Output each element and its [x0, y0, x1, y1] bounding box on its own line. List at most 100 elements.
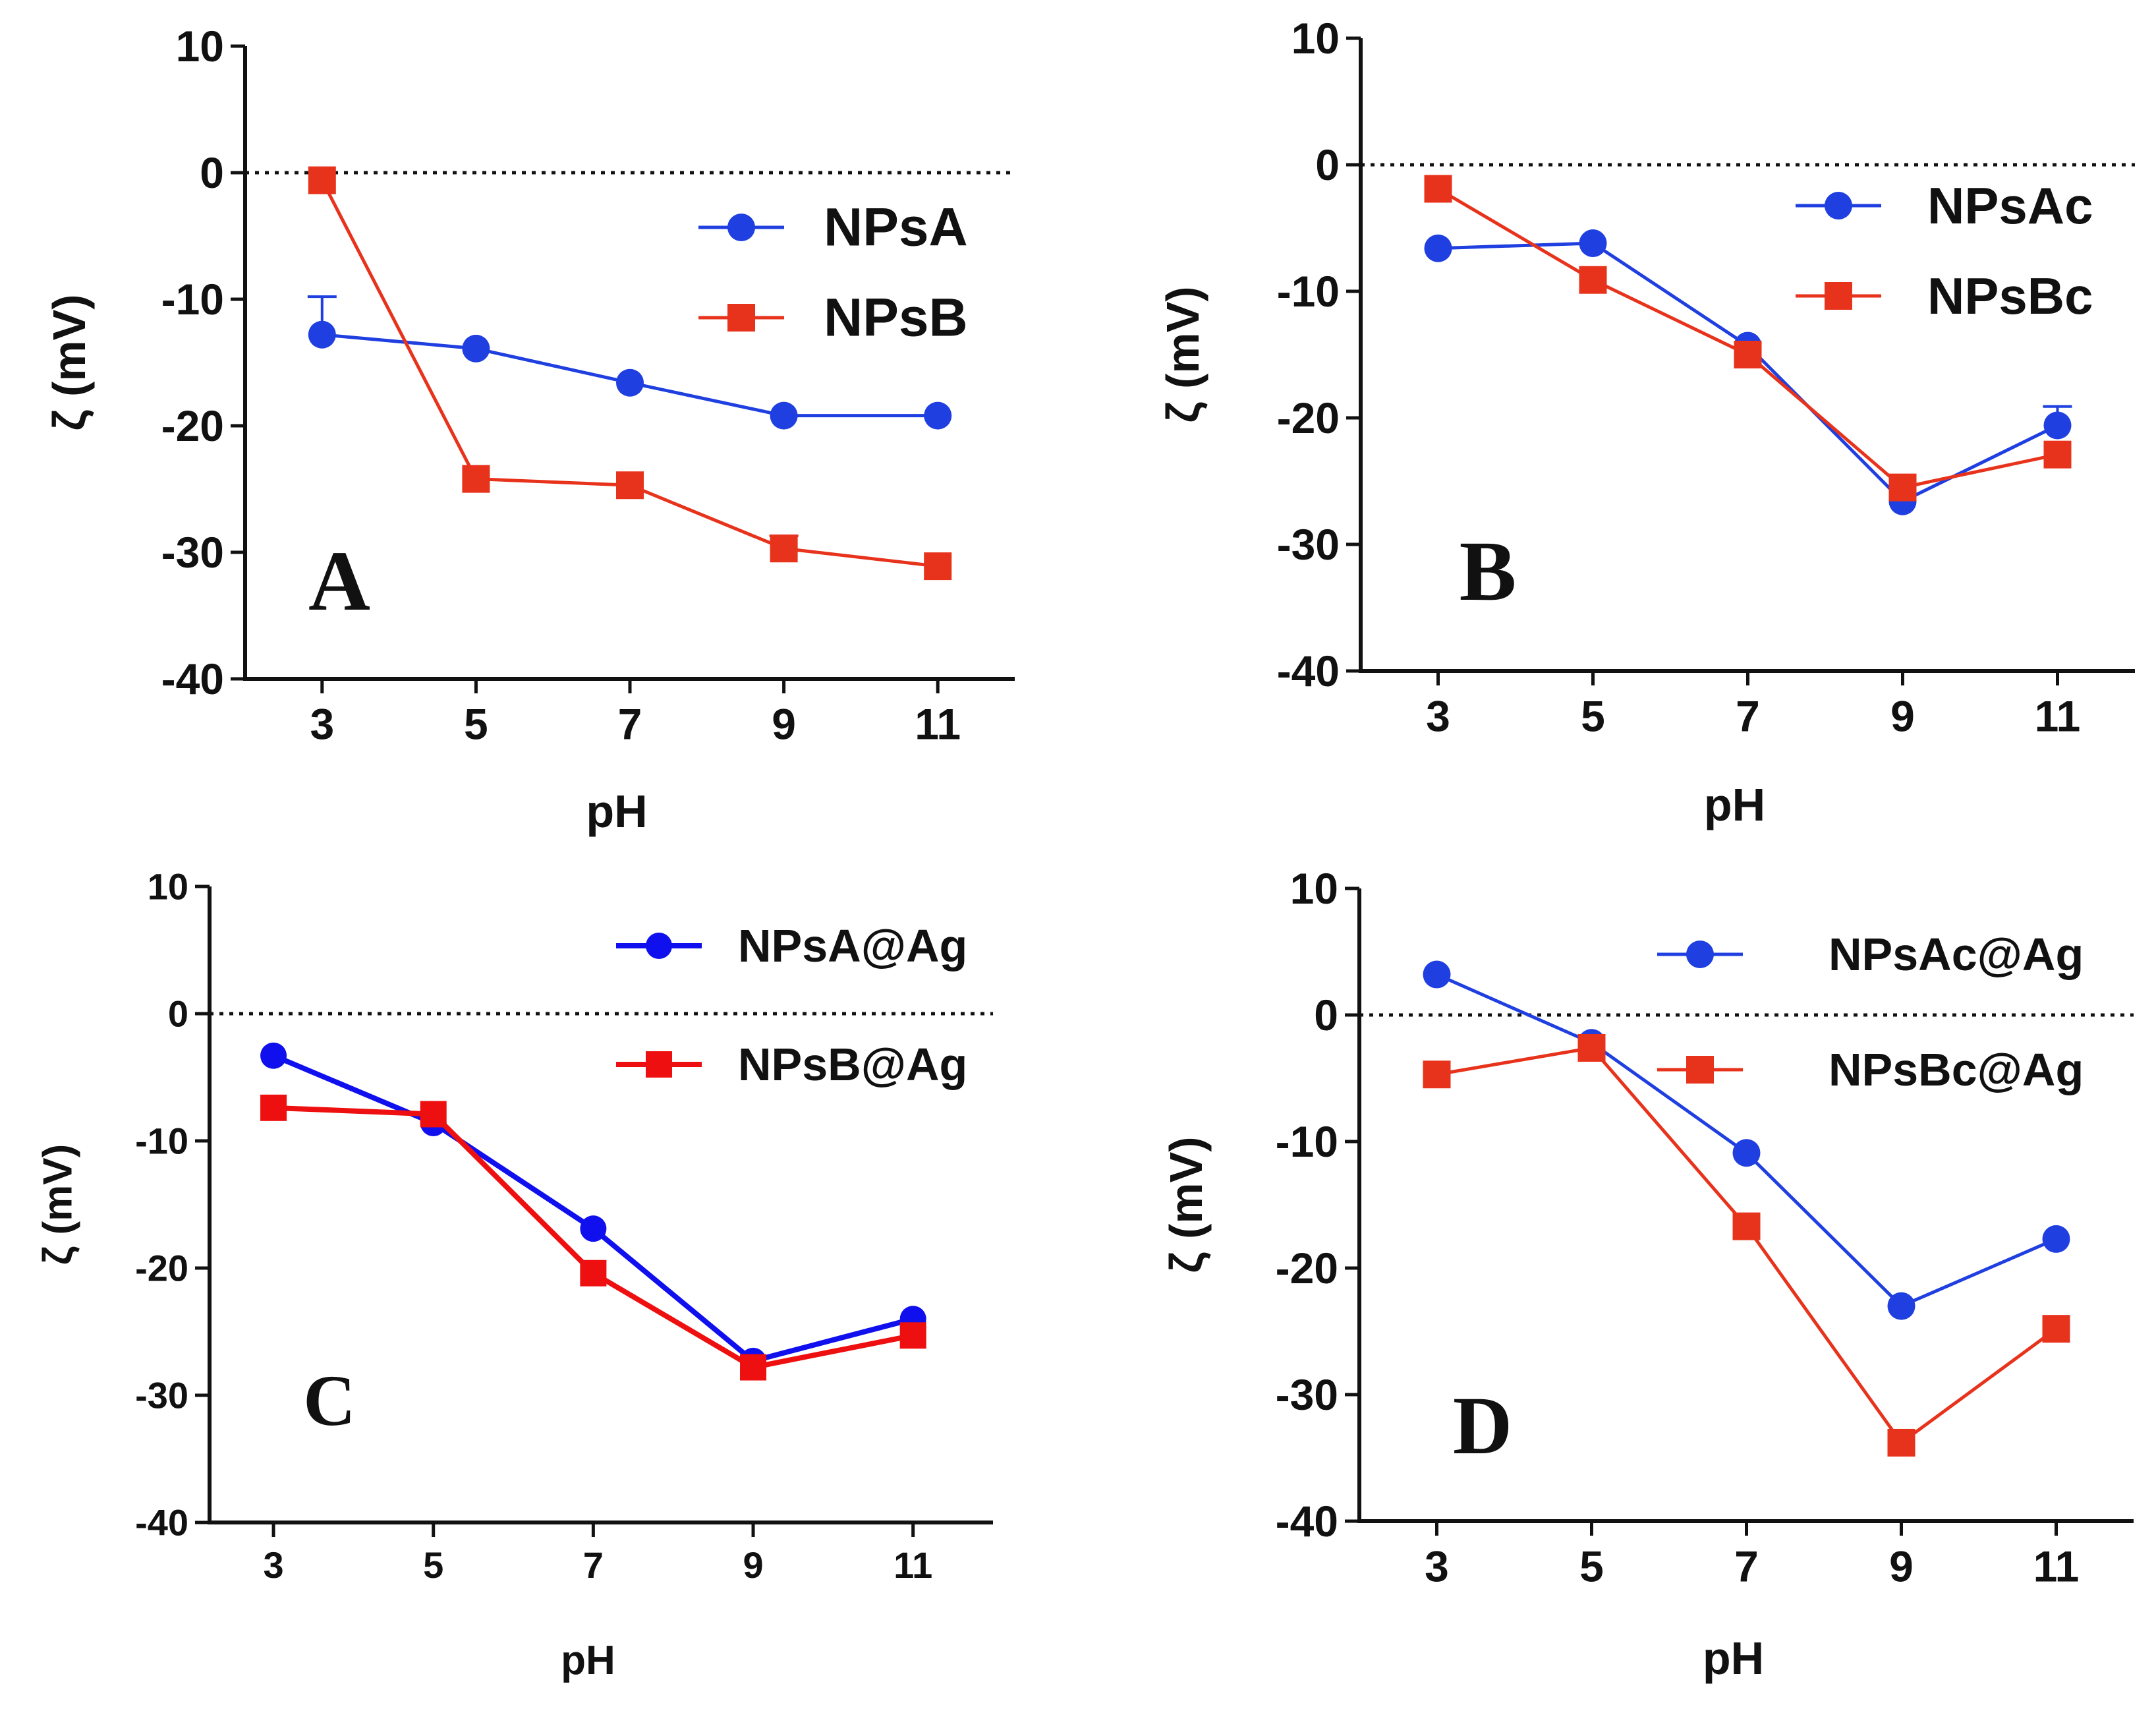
x-axis-title: pH — [561, 1638, 615, 1683]
x-tick-label: 11 — [2033, 1542, 2080, 1591]
data-point-NPsB@Ag — [580, 1260, 607, 1287]
y-tick-label: -20 — [1277, 393, 1340, 442]
legend-label: NPsAc — [1927, 177, 2093, 235]
y-tick-label: 10 — [148, 866, 188, 908]
data-point-NPsA — [770, 401, 798, 430]
data-point-NPsBc — [1734, 341, 1762, 368]
legend-label: NPsA — [824, 198, 968, 258]
y-axis-title: ζ (mV) — [36, 1144, 81, 1265]
x-tick-label: 9 — [1890, 692, 1915, 741]
data-point-NPsB — [616, 471, 644, 500]
legend-marker — [727, 214, 755, 241]
data-point-NPsB@Ag — [260, 1094, 287, 1121]
panel-d: 10 0 -10 -20 -30 -40 3 5 7 9 11 pH ζ (mV) NPsAc@Ag NPs… — [1160, 864, 2134, 1684]
legend-entry: NPsA — [698, 198, 968, 258]
y-axis-title: ζ (mV) — [1160, 1136, 1212, 1273]
data-point-NPsB@Ag — [899, 1322, 926, 1349]
data-point-NPsAc — [1424, 234, 1452, 262]
x-tick-label: 9 — [1889, 1542, 1914, 1591]
legend-entry: NPsB — [698, 288, 968, 348]
x-tick-label: 3 — [310, 700, 334, 749]
legend-label: NPsB@Ag — [738, 1039, 967, 1090]
x-tick-label: 5 — [464, 700, 488, 749]
y-tick-label: 10 — [1290, 864, 1338, 913]
panel-label: A — [308, 534, 370, 629]
y-tick-label: -30 — [161, 528, 224, 577]
data-point-NPsAc@Ag — [1423, 960, 1451, 989]
data-point-NPsBc — [1424, 175, 1452, 203]
data-point-NPsAc@Ag — [1732, 1139, 1761, 1167]
panel-label: C — [303, 1360, 355, 1441]
data-point-NPsAc — [2043, 411, 2072, 440]
y-axis-title: ζ (mV) — [43, 294, 95, 430]
legend-label: NPsB — [824, 288, 968, 348]
y-tick-label: -40 — [135, 1502, 188, 1544]
legend-label: NPsBc@Ag — [1829, 1044, 2084, 1095]
y-tick-label: -40 — [1276, 1497, 1338, 1546]
data-point-NPsBc@Ag — [1423, 1060, 1451, 1089]
y-tick-label: -10 — [161, 275, 224, 324]
data-point-NPsB — [770, 535, 798, 563]
panel-b: 10 0 -10 -20 -30 -40 3 5 7 9 11 pH ζ (mV) NPsAc NPsBc B — [1157, 14, 2135, 830]
y-tick-label: -30 — [1276, 1370, 1338, 1419]
data-point-NPsAc@Ag — [1887, 1292, 1915, 1320]
panel-c: 10 0 -10 -20 -30 -40 3 5 7 9 11 pH ζ (mV) NPsA@Ag NPsB… — [36, 866, 993, 1683]
y-tick-label: -20 — [135, 1248, 188, 1289]
x-tick-label: 5 — [1579, 1542, 1604, 1591]
x-tick-label: 7 — [1734, 1542, 1759, 1591]
y-tick-label: -40 — [1277, 647, 1340, 695]
series-line-NPsA@Ag — [272, 1053, 914, 1364]
legend-entry: NPsBc — [1796, 267, 2093, 325]
x-tick-label: 9 — [772, 700, 796, 749]
data-point-NPsBc@Ag — [2042, 1315, 2070, 1343]
data-point-NPsB — [308, 166, 336, 194]
legend-label: NPsAc@Ag — [1829, 929, 2084, 980]
data-point-NPsBc — [1888, 473, 1917, 502]
x-tick-label: 3 — [1425, 1542, 1449, 1591]
y-tick-label: 0 — [1315, 140, 1340, 189]
x-tick-label: 5 — [1581, 692, 1605, 741]
legend-entry: NPsA@Ag — [616, 920, 967, 971]
legend-label: NPsA@Ag — [738, 920, 967, 971]
legend-marker — [1825, 282, 1852, 310]
data-point-NPsA@Ag — [260, 1042, 287, 1069]
data-point-NPsBc — [2043, 440, 2072, 469]
y-tick-label: -40 — [161, 654, 224, 703]
data-point-NPsB@Ag — [740, 1354, 767, 1381]
y-tick-label: 0 — [1314, 991, 1338, 1039]
legend-marker — [1686, 941, 1714, 968]
data-point-NPsB@Ag — [420, 1101, 447, 1128]
y-tick-label: -10 — [135, 1120, 188, 1162]
x-tick-label: 11 — [2035, 692, 2081, 741]
data-point-NPsAc — [1579, 229, 1607, 258]
data-point-NPsBc — [1579, 266, 1607, 294]
y-tick-label: 0 — [200, 148, 224, 197]
y-tick-label: -30 — [135, 1375, 188, 1416]
legend-marker — [727, 304, 755, 332]
data-point-NPsB — [924, 552, 952, 581]
panel-label: D — [1453, 1381, 1512, 1472]
legend-marker — [1686, 1056, 1714, 1084]
y-tick-label: -10 — [1276, 1117, 1338, 1166]
data-point-NPsA — [462, 334, 490, 362]
x-axis-title: pH — [1704, 779, 1765, 830]
data-point-NPsAc@Ag — [2042, 1225, 2070, 1253]
legend-marker — [646, 1051, 672, 1078]
legend-marker — [646, 933, 672, 959]
panel-label: B — [1460, 524, 1517, 619]
data-point-NPsA — [924, 401, 952, 430]
y-tick-label: -30 — [1277, 520, 1340, 569]
x-axis-title: pH — [586, 786, 647, 837]
y-tick-label: -10 — [1277, 267, 1340, 316]
legend-entry: NPsBc@Ag — [1657, 1044, 2084, 1095]
x-tick-label: 7 — [618, 700, 642, 749]
data-point-NPsBc@Ag — [1577, 1033, 1606, 1062]
y-tick-label: 10 — [1291, 14, 1340, 63]
legend-label: NPsBc — [1927, 267, 2093, 325]
y-tick-label: -20 — [1276, 1244, 1338, 1292]
data-point-NPsA — [616, 368, 644, 397]
panel-a: 10 0 -10 -20 -30 -40 3 5 7 9 11 pH ζ (mV) NPsA NPsB A — [43, 22, 1015, 837]
data-point-NPsA@Ag — [580, 1215, 607, 1242]
x-tick-label: 9 — [743, 1544, 763, 1586]
